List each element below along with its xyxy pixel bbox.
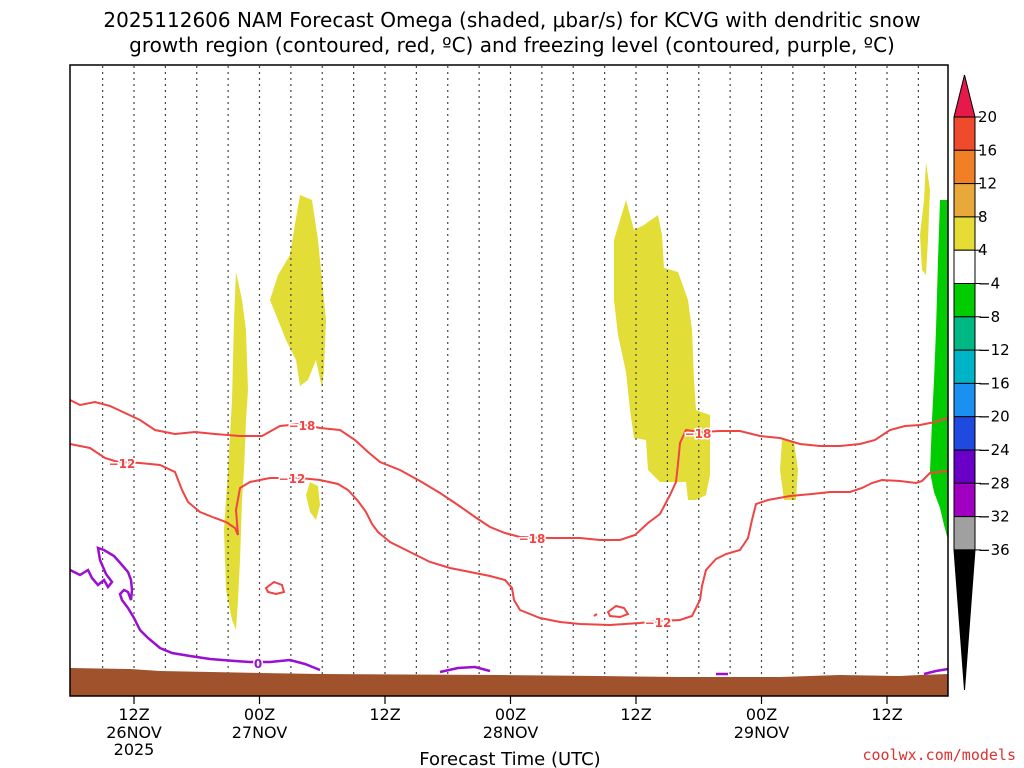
x-tick-label: 00Z [495,705,526,724]
x-tick-label: 00Z [244,705,275,724]
plot-frame [69,64,949,697]
dendritic-contour [264,580,286,596]
freezing-contour [439,665,491,674]
x-tick-date: 28NOV [483,723,539,742]
omega-region [306,482,320,520]
colorbar-label: 12 [978,175,997,193]
colorbar-swatch [953,316,976,351]
credit-link[interactable]: coolwx.com/models [862,746,1016,764]
x-tick-date: 26NOV [106,723,162,742]
dendritic-contour [69,443,949,627]
ground-surface [70,668,948,696]
dendritic-contour [606,604,630,619]
chart-title-line2: growth region (contoured, red, ºC) and f… [129,33,895,57]
x-tick-date: 27NOV [232,723,288,742]
colorbar-swatch [953,349,976,384]
contour-label: −12 [109,457,136,471]
dendritic-contour [593,613,598,617]
colorbar-swatch [953,382,976,418]
x-tick-date: 29NOV [734,723,790,742]
omega-region [920,162,930,275]
contour-label: −18 [519,532,546,546]
colorbar-label: 4 [978,241,988,259]
x-tick-label: 00Z [746,705,777,724]
contours [69,399,949,676]
freezing-contour [69,546,321,672]
contour-label: −18 [685,427,712,441]
contour-label: 0 [254,657,262,671]
colorbar-label: −4 [978,275,1000,293]
freezing-contour [923,667,949,676]
colorbar-label: −32 [978,508,1010,526]
x-tick-year: 2025 [114,740,155,759]
colorbar-swatch [953,149,976,185]
colorbar-swatch [953,516,976,551]
colorbar-swatch [953,283,976,318]
omega-region [224,272,248,630]
x-tick-label: 12Z [369,705,400,724]
grid-lines [102,66,919,695]
colorbar-label: −28 [978,474,1010,492]
colorbar-swatch [953,416,976,451]
x-tick-label: 12Z [118,705,149,724]
colorbar-swatch [953,482,976,518]
omega-region [780,440,798,500]
x-tick-label: 12Z [620,705,651,724]
colorbar-label: −8 [978,308,1000,326]
colorbar-label: −36 [978,541,1010,559]
colorbar-swatch [953,183,976,218]
contour-labels: −18 −12 −12 −18 −18 −12 0 [107,418,713,673]
omega-shading [224,162,948,630]
colorbar-label: 20 [978,108,997,126]
colorbar-swatch [953,216,976,251]
omega-region [270,195,326,388]
x-axis-label: Forecast Time (UTC) [419,749,600,768]
omega-region [614,200,710,500]
x-tick-label: 12Z [871,705,902,724]
colorbar: 20 16 12 8 4 −4 −8 −12 −16 −20 −24 −28 −32 −36 [953,74,1010,691]
colorbar-swatch [953,549,976,691]
colorbar-label: 8 [978,208,988,226]
chart-title-line1: 2025112606 NAM Forecast Omega (shaded, μ… [103,8,921,32]
colorbar-label: −20 [978,408,1010,426]
contour-label: −12 [279,472,306,486]
colorbar-swatch [953,116,976,151]
colorbar-label: −16 [978,374,1010,392]
dendritic-contour [69,399,949,541]
colorbar-swatch [953,74,976,118]
contour-label: −12 [645,616,672,630]
contour-label: −18 [289,419,316,433]
colorbar-swatch [953,449,976,484]
colorbar-label: 16 [978,141,997,159]
colorbar-label: −24 [978,441,1010,459]
colorbar-swatch [953,249,976,284]
colorbar-label: −12 [978,341,1010,359]
omega-region [930,200,948,540]
